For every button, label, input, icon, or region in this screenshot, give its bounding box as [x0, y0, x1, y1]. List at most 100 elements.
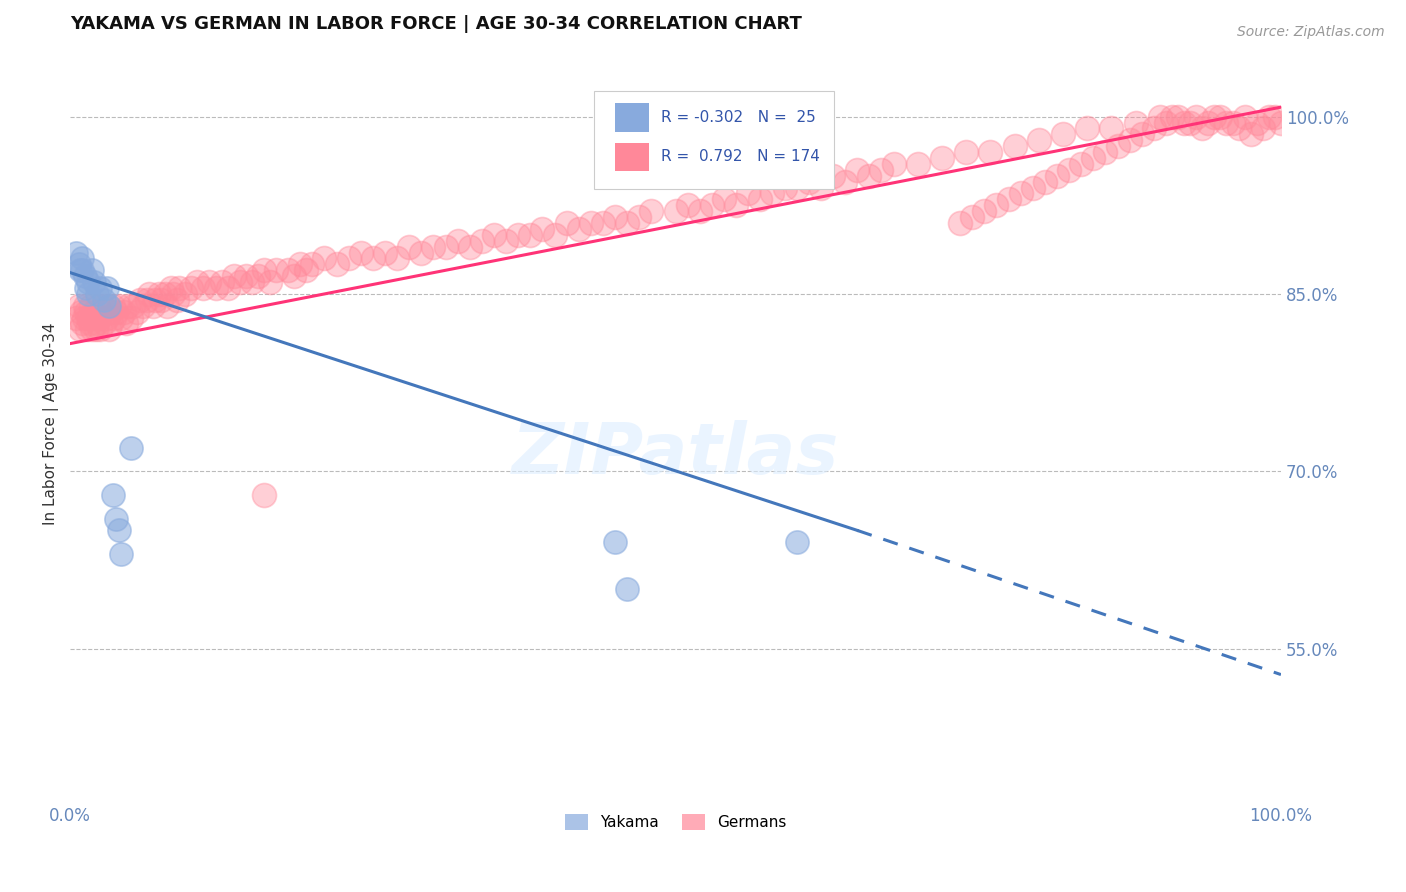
Point [101, 299, 124, 313]
Point [628, 210, 651, 224]
Point [568, 222, 591, 236]
Point [90, 304, 112, 318]
Point [105, 304, 128, 318]
Point [142, 299, 165, 313]
Point [89, 310, 111, 325]
Point [67, 299, 90, 313]
Point [143, 293, 166, 307]
Point [246, 269, 269, 284]
Point [458, 239, 481, 253]
Point [949, 216, 972, 230]
Point [700, 198, 723, 212]
Point [107, 299, 129, 313]
Point [103, 310, 125, 325]
Point [93, 317, 115, 331]
Point [519, 227, 541, 242]
Point [120, 441, 142, 455]
Point [73, 299, 96, 313]
Point [786, 180, 808, 194]
Point [1240, 128, 1263, 142]
Point [1094, 145, 1116, 159]
Point [1154, 115, 1177, 129]
FancyBboxPatch shape [595, 91, 834, 189]
Point [83, 304, 105, 318]
Point [1167, 110, 1189, 124]
Point [749, 192, 772, 206]
Point [301, 257, 323, 271]
Point [1209, 110, 1232, 124]
Point [834, 175, 856, 189]
Point [98, 322, 121, 336]
Point [960, 210, 983, 224]
Point [72, 317, 94, 331]
Point [810, 180, 832, 194]
Point [186, 275, 208, 289]
Point [156, 299, 179, 313]
Point [786, 535, 808, 549]
Point [1191, 121, 1213, 136]
Text: YAKAMA VS GERMAN IN LABOR FORCE | AGE 30-34 CORRELATION CHART: YAKAMA VS GERMAN IN LABOR FORCE | AGE 30… [70, 15, 801, 33]
Point [603, 535, 626, 549]
Text: R = -0.302   N =  25: R = -0.302 N = 25 [661, 110, 815, 125]
Point [235, 269, 257, 284]
Point [135, 293, 157, 307]
Point [907, 157, 929, 171]
Text: Source: ZipAtlas.com: Source: ZipAtlas.com [1237, 25, 1385, 39]
Point [295, 263, 318, 277]
Point [107, 524, 129, 538]
Point [737, 186, 759, 201]
Point [73, 269, 96, 284]
Point [153, 287, 176, 301]
Point [1033, 175, 1056, 189]
Point [253, 488, 276, 502]
Point [162, 287, 184, 301]
Point [96, 281, 118, 295]
Point [314, 252, 336, 266]
Point [1046, 169, 1069, 183]
Point [1246, 115, 1268, 129]
Point [253, 263, 276, 277]
Point [1204, 110, 1226, 124]
Point [997, 192, 1019, 206]
Point [259, 275, 281, 289]
Point [72, 263, 94, 277]
Point [98, 304, 121, 318]
Point [1173, 115, 1195, 129]
Point [1143, 121, 1166, 136]
Point [89, 322, 111, 336]
Point [1107, 139, 1129, 153]
Point [579, 216, 602, 230]
Point [495, 234, 517, 248]
Point [277, 263, 299, 277]
Point [159, 281, 181, 295]
Point [75, 281, 97, 295]
Point [543, 227, 565, 242]
Point [1149, 110, 1171, 124]
Point [211, 275, 233, 289]
Point [148, 287, 170, 301]
Point [931, 151, 953, 165]
Point [138, 287, 160, 301]
Point [689, 204, 711, 219]
Point [761, 186, 783, 201]
Text: R =  0.792   N = 174: R = 0.792 N = 174 [661, 149, 820, 164]
Point [91, 299, 114, 313]
Point [434, 239, 457, 253]
Point [592, 216, 614, 230]
Point [290, 257, 312, 271]
Point [98, 299, 121, 313]
Point [870, 162, 893, 177]
Point [77, 275, 100, 289]
Point [325, 257, 347, 271]
Point [725, 198, 748, 212]
Point [821, 169, 844, 183]
Point [193, 281, 215, 295]
Point [422, 239, 444, 253]
Point [105, 511, 128, 525]
Point [1028, 133, 1050, 147]
Point [858, 169, 880, 183]
Point [1215, 115, 1237, 129]
Point [1125, 115, 1147, 129]
Point [616, 582, 638, 597]
Point [120, 310, 142, 325]
